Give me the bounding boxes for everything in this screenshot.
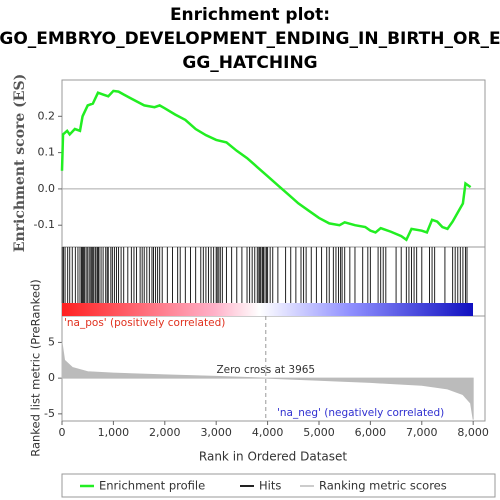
title-line: GO_EMBRYO_DEVELOPMENT_ENDING_IN_BIRTH_OR… [0, 29, 500, 49]
legend-label: Hits [259, 479, 281, 493]
legend [61, 473, 496, 498]
y2-tick-label: 5 [48, 335, 55, 348]
pos-label: 'na_pos' (positively correlated) [64, 317, 225, 329]
x-tick-label: 6,000 [355, 426, 387, 439]
y-tick-label: 0.1 [38, 146, 56, 159]
y2-tick-label: -5 [44, 407, 55, 420]
legend-label: Enrichment profile [99, 479, 205, 493]
x-axis-label: Rank in Ordered Dataset [199, 450, 347, 464]
y-tick-label: 0.2 [38, 109, 56, 122]
x-tick-label: 7,000 [406, 426, 438, 439]
y-tick-label: 0.0 [38, 182, 56, 195]
y-axis-label: Enrichment score (ES) [12, 74, 28, 252]
x-tick-label: 8,000 [457, 426, 489, 439]
title-line: GG_HATCHING [182, 53, 317, 73]
x-tick-label: 0 [59, 426, 66, 439]
y2-axis-label: Ranked list metric (PreRanked) [29, 279, 43, 457]
zero-cross-label: Zero cross at 3965 [216, 364, 315, 376]
x-tick-label: 2,000 [149, 426, 181, 439]
metric-area [61, 342, 474, 420]
x-tick-label: 1,000 [98, 426, 130, 439]
legend-label: Ranking metric scores [319, 479, 447, 493]
y2-tick-label: 0 [48, 371, 55, 384]
y-tick-label: -0.1 [34, 218, 55, 231]
x-tick-label: 4,000 [252, 426, 284, 439]
x-tick-label: 5,000 [303, 426, 335, 439]
es-line [60, 89, 472, 242]
x-tick-label: 3,000 [200, 426, 232, 439]
color-bar [62, 303, 473, 316]
title-line: Enrichment plot: [170, 5, 330, 25]
neg-label: 'na_neg' (negatively correlated) [277, 407, 444, 419]
